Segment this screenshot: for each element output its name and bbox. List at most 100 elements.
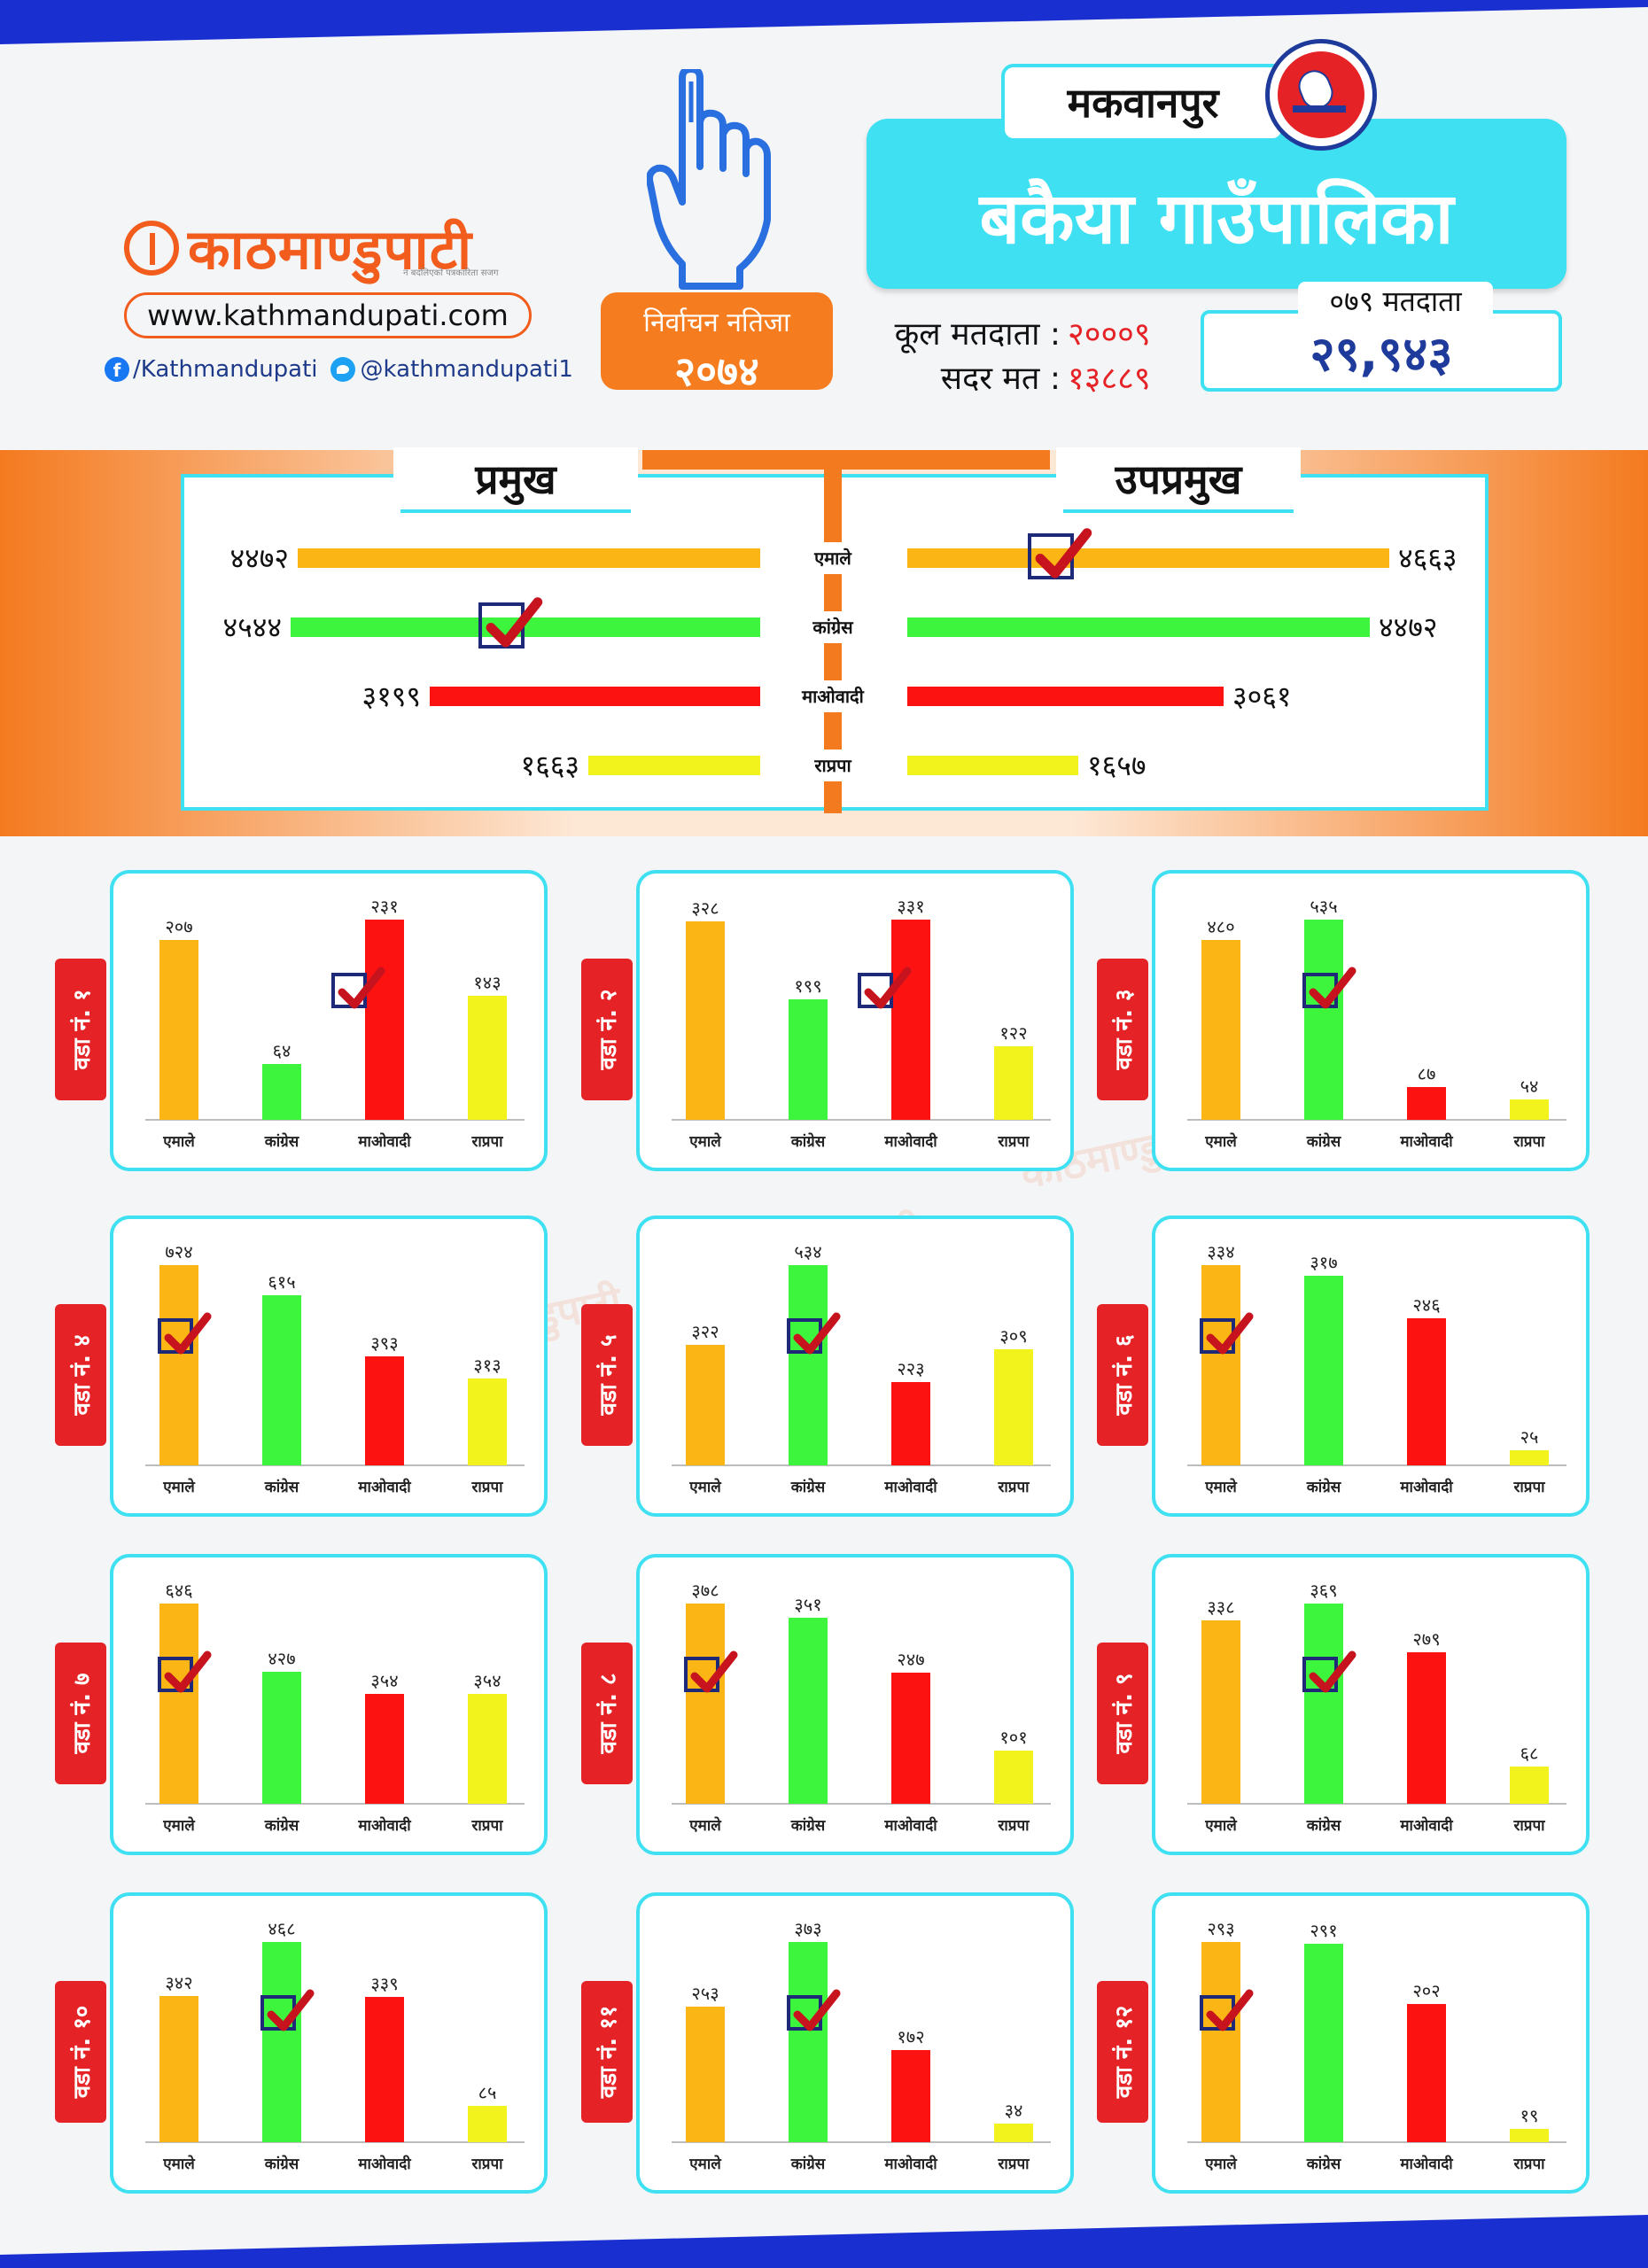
ward-category-label-3: राप्रपा — [997, 2155, 1030, 2173]
ballot-box-icon — [1265, 39, 1377, 151]
ward-value-label-3: १०१ — [999, 1727, 1027, 1748]
ward-value-label-3: १९ — [1520, 2105, 1539, 2126]
ward-value-label-2: २७९ — [1412, 1628, 1440, 1650]
ward-value-label-0: ३३४ — [1207, 1241, 1234, 1262]
ward-title: वडा नं. ५ — [595, 1334, 622, 1416]
ward-title: वडा नं. २ — [595, 989, 622, 1070]
ward-category-label-2: माओवादी — [1399, 1478, 1453, 1496]
ward-bar-2 — [365, 920, 404, 1120]
ward-bar-3 — [468, 1379, 507, 1465]
ward-value-label-0: २०७ — [165, 916, 192, 937]
ward-category-label-0: एमाले — [688, 1132, 722, 1151]
ward-value-label-2: २२३ — [897, 1358, 924, 1379]
voters-079-value: २९,९४३ — [1201, 310, 1562, 392]
ward-value-label-3: ६८ — [1520, 1743, 1539, 1764]
ward-bar-2 — [1407, 1087, 1446, 1120]
ward-bar-1 — [1304, 1944, 1343, 2142]
mayor-bar-2 — [430, 687, 760, 706]
ward-chart-5: ३२२ एमाले ५३४ कांग्रेस २२३ माओवादी ३०९ राप्रपा — [672, 1241, 1051, 1496]
ward-winner-tick-icon — [787, 1312, 841, 1355]
facebook-handle[interactable]: /Kathmandupati — [133, 356, 318, 383]
ward-value-label-2: १७२ — [897, 2026, 924, 2047]
ward-bar-2 — [891, 2050, 930, 2142]
ward-bar-2 — [365, 1694, 404, 1804]
election-label: निर्वाचन नतिजा — [643, 307, 790, 338]
ward-card-2: ३२८ एमाले १९९ कांग्रेस ३३१ माओवादी १२२ राप्रपा — [636, 870, 1074, 1171]
ward-bar-3 — [468, 2106, 507, 2142]
ward-card-7: ६४६ एमाले ४२७ कांग्रेस ३५४ माओवादी ३५४ राप्रपा — [110, 1554, 548, 1855]
voter-totals: कूल मतदाता :२०००९ सदर मत :१३८८९ — [864, 310, 1183, 399]
ward-bar-3 — [994, 2124, 1033, 2142]
top-band — [0, 0, 1648, 44]
ward-card-12: २९३ एमाले २९१ कांग्रेस २०२ माओवादी १९ राप्रपा — [1152, 1892, 1590, 2194]
ward-value-label-2: ३३९ — [370, 1973, 398, 1994]
valid-votes-label: सदर मत : — [940, 360, 1061, 397]
ward-bar-1 — [789, 1618, 828, 1804]
ward-value-label-1: १९९ — [794, 975, 821, 997]
ward-chart-6: ३३४ एमाले ३१७ कांग्रेस २४६ माओवादी २५ राप्रपा — [1187, 1241, 1566, 1496]
ward-category-label-2: माओवादी — [883, 1478, 937, 1496]
mayor-heading: प्रमुख — [393, 447, 638, 513]
ward-tab-7: वडा नं. ७ — [55, 1643, 106, 1784]
deputy-bar-0 — [907, 548, 1389, 568]
ward-card-8: ३७८ एमाले ३५१ कांग्रेस २४७ माओवादी १०१ राप्रपा — [636, 1554, 1074, 1855]
divider-top — [642, 450, 1050, 470]
ward-bar-1 — [789, 1942, 828, 2142]
valid-votes-value: १३८८९ — [1068, 360, 1151, 397]
deputy-value-2: ३०६१ — [1232, 680, 1292, 713]
ward-title: वडा नं. १० — [69, 2005, 96, 2099]
twitter-handle[interactable]: @kathmandupati1 — [360, 356, 573, 383]
deputy-bar-1 — [907, 617, 1370, 637]
ward-category-label-3: राप्रपा — [1512, 1817, 1545, 1835]
ward-tab-9: वडा नं. ९ — [1097, 1643, 1148, 1784]
ward-category-label-2: माओवादी — [883, 1816, 937, 1835]
ward-bar-0 — [159, 1996, 198, 2142]
municipality-title: बकैया गाउँपालिका — [867, 119, 1566, 289]
ward-bar-3 — [1510, 1450, 1549, 1465]
ward-bar-2 — [891, 1673, 930, 1804]
ward-value-label-0: ३२२ — [691, 1321, 719, 1342]
ward-card-6: ३३४ एमाले ३१७ कांग्रेस २४६ माओवादी २५ राप्रपा — [1152, 1216, 1590, 1517]
mayor-value-1: ४५४४ — [222, 610, 282, 644]
ward-value-label-0: ३३८ — [1207, 1596, 1234, 1618]
ward-value-label-2: ३९३ — [370, 1332, 398, 1354]
ward-bar-3 — [994, 1046, 1033, 1120]
ward-card-4: ७२४ एमाले ६१५ कांग्रेस ३९३ माओवादी ३१३ राप्रपा — [110, 1216, 548, 1517]
ward-value-label-1: ४६८ — [268, 1918, 295, 1939]
ward-category-label-0: एमाले — [1204, 1478, 1238, 1496]
logo-mark-icon — [124, 221, 179, 276]
ward-winner-tick-icon — [260, 1989, 315, 2031]
ward-category-label-2: माओवादी — [1399, 1816, 1453, 1835]
ward-bar-1 — [262, 1064, 301, 1120]
party-label-3: राप्रपा — [787, 750, 879, 781]
website-link[interactable]: www.kathmandupati.com — [124, 292, 532, 338]
ward-value-label-1: ६४ — [273, 1040, 292, 1061]
ward-category-label-0: एमाले — [1204, 1132, 1238, 1151]
ward-value-label-1: ५३५ — [1310, 896, 1337, 917]
twitter-icon[interactable] — [330, 357, 355, 382]
ward-value-label-3: २५ — [1520, 1426, 1539, 1448]
deputy-bar-3 — [907, 756, 1078, 775]
mayor-winner-tick-icon — [478, 597, 543, 649]
ward-category-label-2: माओवादी — [357, 2155, 411, 2173]
ward-category-label-3: राप्रपा — [470, 1817, 503, 1835]
ward-category-label-0: एमाले — [162, 1132, 196, 1151]
ward-winner-tick-icon — [1302, 1651, 1356, 1693]
ward-value-label-0: २९३ — [1207, 1918, 1234, 1939]
ward-value-label-3: ५४ — [1520, 1076, 1539, 1097]
ward-card-3: ४८० एमाले ५३५ कांग्रेस ८७ माओवादी ५४ राप्रपा — [1152, 870, 1590, 1171]
ward-category-label-0: एमाले — [1204, 1816, 1238, 1835]
ward-bar-2 — [365, 1997, 404, 2142]
ward-category-label-1: कांग्रेस — [264, 2155, 300, 2173]
ward-category-label-1: कांग्रेस — [264, 1816, 300, 1835]
ward-tab-3: वडा नं. ३ — [1097, 959, 1148, 1100]
facebook-icon[interactable]: f — [105, 357, 129, 382]
mayor-value-0: ४४७२ — [229, 541, 289, 575]
logo-text: काठमाण्डुपाटी — [188, 217, 473, 282]
ward-value-label-3: ८५ — [478, 2082, 497, 2103]
ward-bar-2 — [1407, 1318, 1446, 1465]
ward-tab-5: वडा नं. ५ — [581, 1304, 633, 1446]
party-label-2: माओवादी — [787, 680, 879, 712]
ward-value-label-3: ३४ — [1005, 2100, 1023, 2121]
ward-title: वडा नं. ३ — [1111, 989, 1138, 1070]
